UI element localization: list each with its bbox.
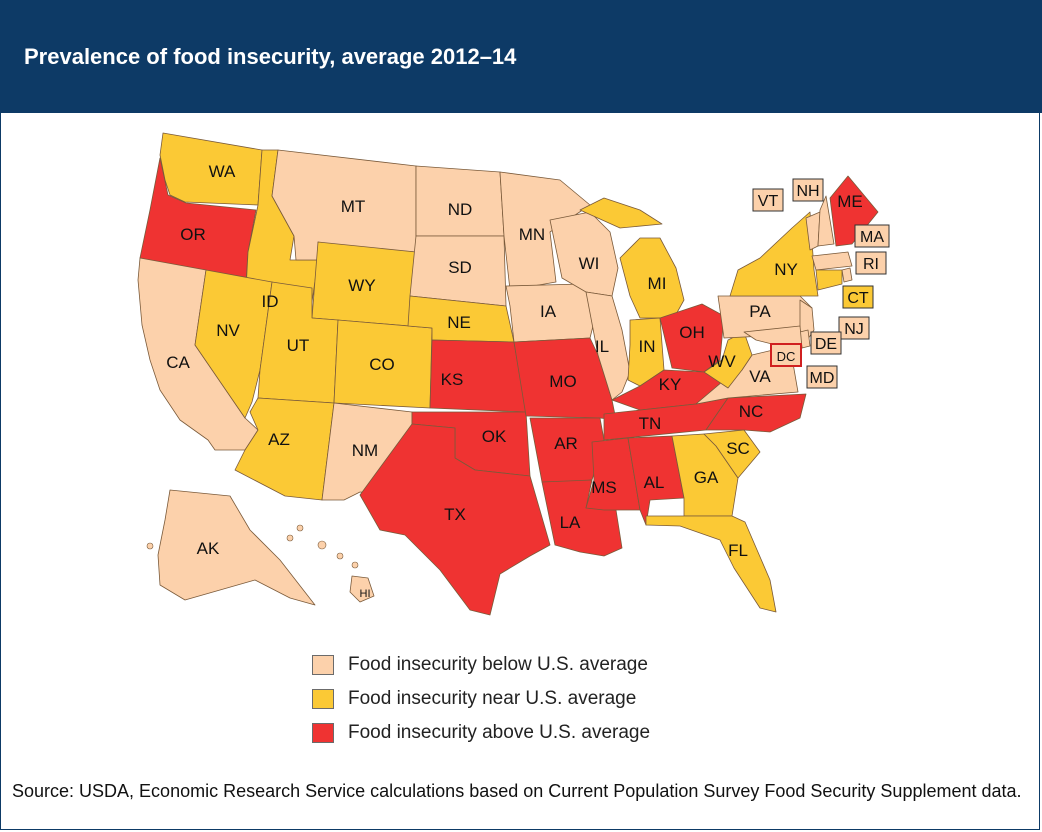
legend-swatch-near [312,689,334,709]
island-shape [296,524,304,532]
legend-item-below: Food insecurity below U.S. average [312,648,650,682]
state-label-me: ME [837,192,863,211]
state-mi-upper [579,197,663,229]
state-label-az: AZ [268,430,290,449]
callout-box-ma [854,224,890,248]
state-ma [811,251,853,271]
state-label-nh: NH [796,183,819,200]
callout-box-ri [855,251,887,275]
state-label-nj: NJ [844,321,864,338]
state-label-mt: MT [341,197,366,216]
state-hi [349,575,375,603]
island-shape [336,552,344,560]
callout-box-ct [842,285,874,309]
state-label-ok: OK [482,427,507,446]
state-label-la: LA [560,513,581,532]
map-title: Prevalence of food insecurity, average 2… [24,44,517,69]
state-label-ia: IA [540,302,557,321]
source-note: Source: USDA, Economic Research Service … [12,781,1022,801]
state-la [541,479,623,557]
callout-box-de [810,331,842,355]
state-il [585,291,631,401]
state-label-tx: TX [444,505,466,524]
callout-box-vt [752,188,784,212]
legend-item-above: Food insecurity above U.S. average [312,716,650,750]
callout-box-nh [792,178,824,202]
state-label-hi: HI [360,588,371,600]
state-label-de: DE [815,336,837,353]
callout-box-dc [770,343,802,367]
state-fl [645,515,777,613]
state-label-fl: FL [728,541,748,560]
state-label-ut: UT [287,336,310,355]
state-label-nd: ND [448,200,473,219]
state-ak [157,489,316,606]
state-label-ms: MS [591,478,617,497]
state-ny [729,211,819,297]
state-label-ar: AR [554,434,578,453]
state-ct [815,269,843,291]
state-label-ky: KY [659,375,682,394]
island-shape [317,540,327,550]
callout-box-md [806,365,838,389]
state-tx [359,423,551,616]
state-wv [703,331,753,389]
state-label-nv: NV [216,321,240,340]
us-state-map: WA OR CA ID NV MT WY UT AZ CO NM ND SD NE KS OK TX MN IA MO… [137,132,890,616]
legend-label-above: Food insecurity above U.S. average [348,722,651,743]
state-label-nc: NC [739,402,764,421]
state-label-or: OR [180,225,206,244]
state-label-sd: SD [448,258,472,277]
state-label-id: ID [262,292,279,311]
state-label-ga: GA [694,468,719,487]
legend-label-below: Food insecurity below U.S. average [348,654,648,675]
state-label-wa: WA [209,162,236,181]
state-label-wi: WI [579,254,600,273]
legend: Food insecurity below U.S. average Food … [312,648,650,750]
state-label-ct: CT [847,290,869,307]
state-label-in: IN [639,337,656,356]
state-ri [841,267,853,283]
island-shape [146,542,154,550]
state-label-ma: MA [860,229,884,246]
legend-label-near: Food insecurity near U.S. average [348,688,637,709]
state-mi [619,237,685,319]
state-label-pa: PA [749,302,771,321]
state-az [234,397,335,501]
state-mo [513,337,617,421]
state-label-ks: KS [441,370,464,389]
callout-box-nj [838,316,870,340]
island-shape [286,534,294,542]
state-label-ne: NE [447,313,471,332]
state-label-wy: WY [348,276,375,295]
island-shape [351,561,359,569]
state-label-oh: OH [679,323,705,342]
state-label-va: VA [749,367,771,386]
state-label-mi: MI [648,274,667,293]
state-label-md: MD [810,370,835,387]
legend-swatch-below [312,655,334,675]
state-label-al: AL [644,473,665,492]
state-label-ca: CA [166,353,190,372]
legend-swatch-above [312,723,334,743]
state-label-ri: RI [863,256,879,273]
state-label-ny: NY [774,260,798,279]
state-label-mn: MN [519,225,545,244]
state-label-wv: WV [708,352,736,371]
state-label-sc: SC [726,439,750,458]
state-label-il: IL [595,337,609,356]
state-label-mo: MO [549,372,576,391]
state-label-co: CO [369,355,395,374]
state-nh [817,195,835,247]
state-mn [499,171,591,291]
legend-item-near: Food insecurity near U.S. average [312,682,650,716]
state-label-ak: AK [197,539,220,558]
state-label-tn: TN [639,414,662,433]
state-label-dc: DC [777,349,796,364]
state-label-nm: NM [352,441,378,460]
state-oh [659,303,725,373]
title-bar: Prevalence of food insecurity, average 2… [0,0,1042,113]
state-sc [703,429,761,479]
state-label-vt: VT [758,193,779,210]
